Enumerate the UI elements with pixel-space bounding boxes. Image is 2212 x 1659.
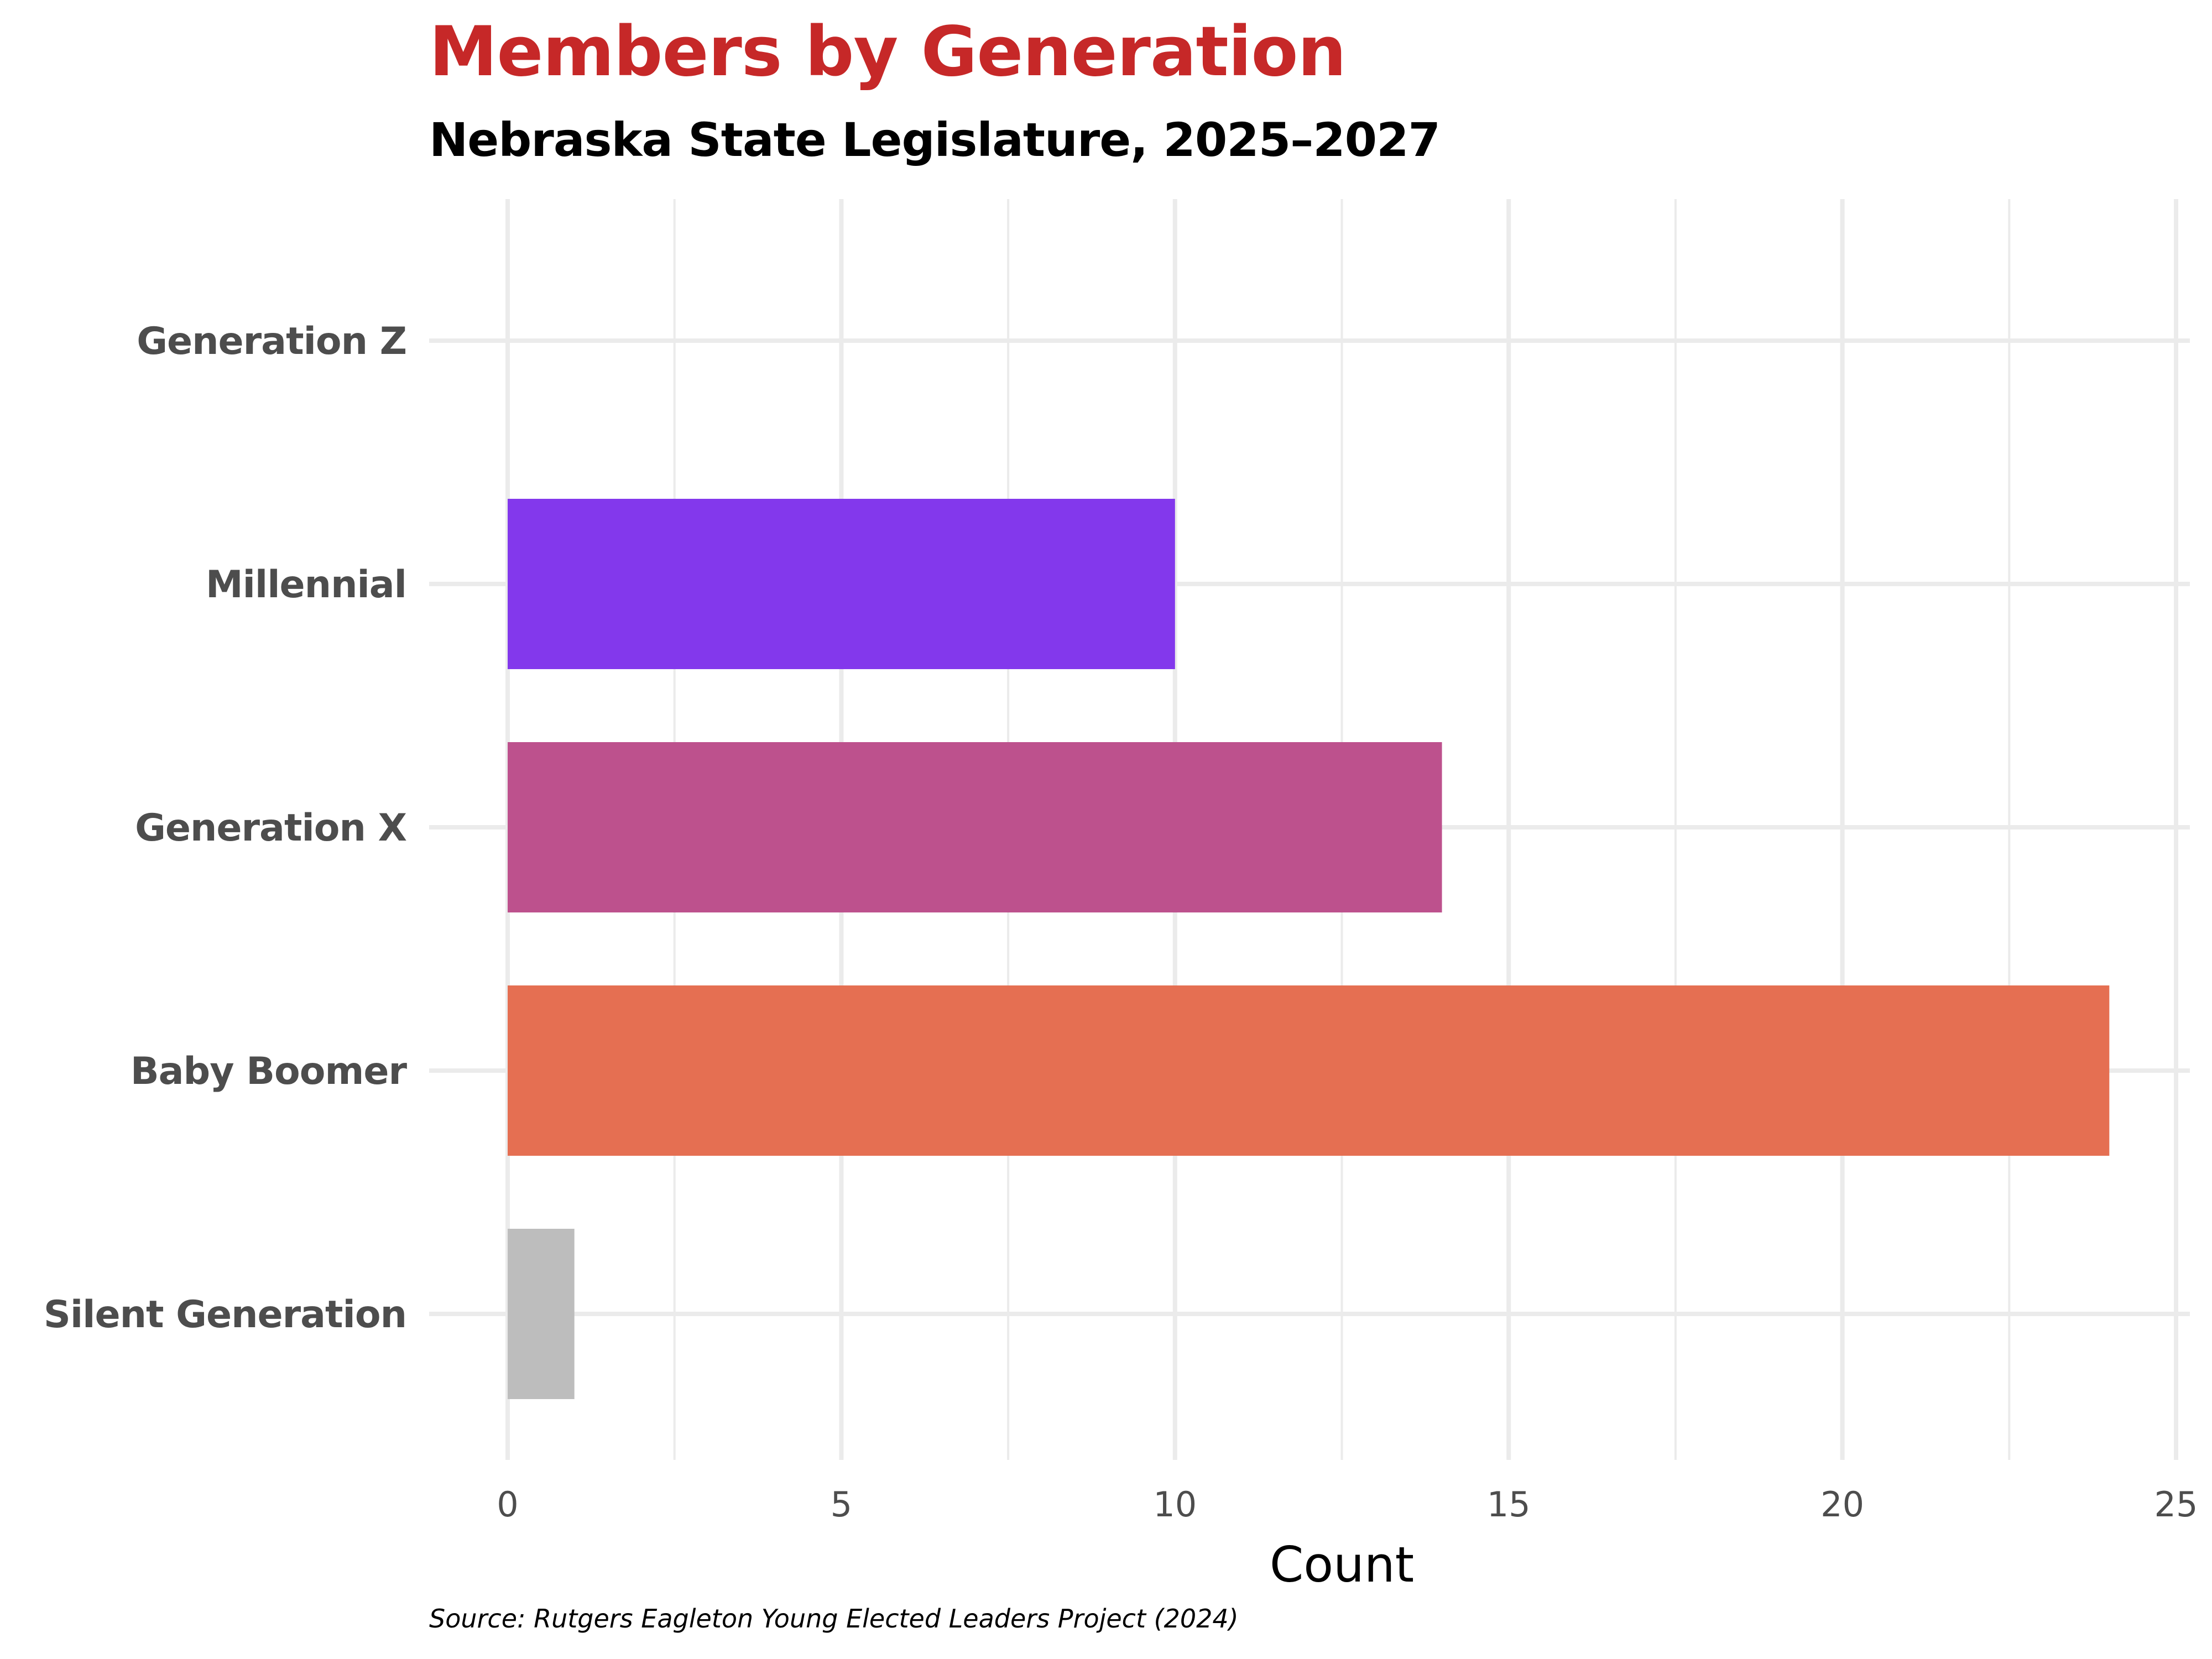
category-label: Generation Z <box>137 320 406 363</box>
x-tick-label: 25 <box>2154 1484 2198 1525</box>
bar-baby-boomer <box>508 985 2110 1156</box>
x-tick-label: 0 <box>497 1484 518 1525</box>
x-tick-label: 15 <box>1487 1484 1531 1525</box>
category-label: Millennial <box>206 563 406 607</box>
x-tick-label: 5 <box>831 1484 852 1525</box>
x-tick-label: 10 <box>1153 1484 1197 1525</box>
bar-generation-x <box>508 742 1442 912</box>
chart-subtitle: Nebraska State Legislature, 2025–2027 <box>429 113 1441 167</box>
category-label: Silent Generation <box>44 1293 406 1337</box>
chart-title: Members by Generation <box>429 12 1347 92</box>
category-label: Generation X <box>135 806 407 850</box>
x-axis-title: Count <box>1270 1536 1414 1593</box>
x-tick-label: 20 <box>1820 1484 1864 1525</box>
category-label: Baby Boomer <box>131 1050 408 1093</box>
bar-millennial <box>508 499 1175 669</box>
bar-silent-generation <box>508 1229 575 1399</box>
chart-caption: Source: Rutgers Eagleton Young Elected L… <box>429 1604 1239 1634</box>
